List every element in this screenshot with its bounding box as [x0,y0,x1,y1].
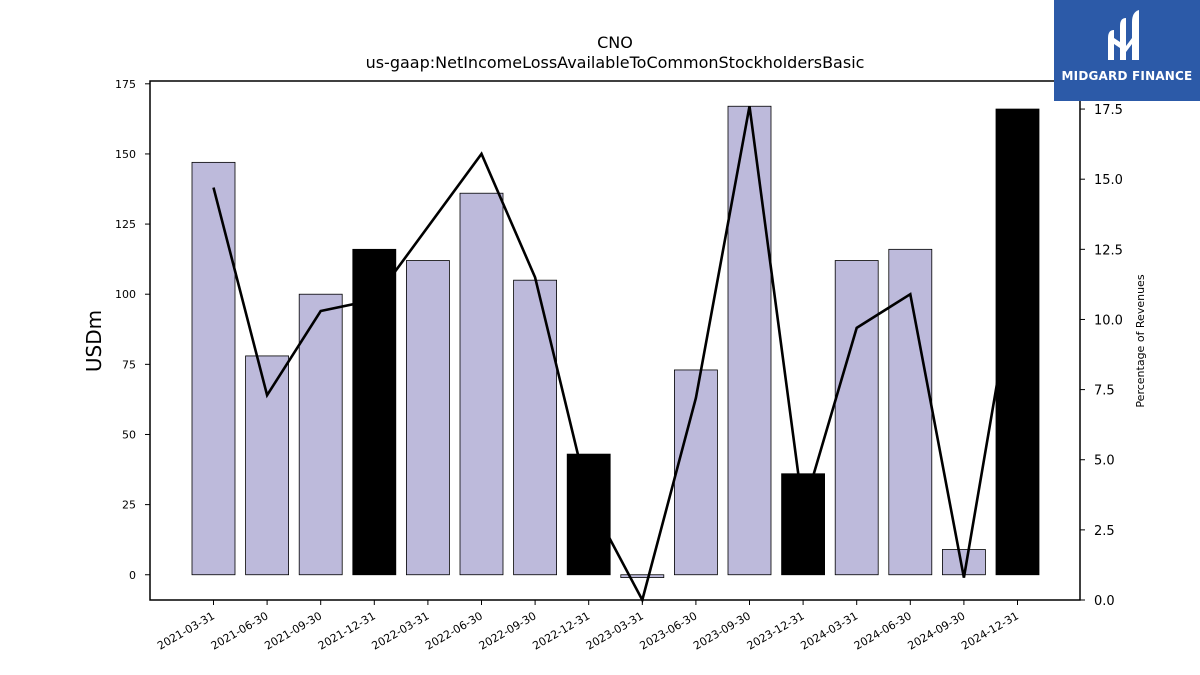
y2-tick-label: 0.0 [1094,594,1115,609]
y2-tick-label: 5.0 [1094,454,1115,469]
x-tick-label: 2023-06-30 [638,609,700,652]
y-tick-label: 125 [115,218,136,231]
y-axis-ticks: 0 25 50 75 100 125 150 175 [115,78,150,582]
y2-tick-label: 7.5 [1094,384,1115,399]
plot-frame [149,80,1081,601]
x-tick-label: 2023-09-30 [691,609,753,652]
chart-subtitle: us-gaap:NetIncomeLossAvailableToCommonSt… [366,53,865,72]
x-tick-label: 2022-03-31 [370,609,432,652]
y-tick-label: 100 [115,288,136,301]
brand-logo: MIDGARD FINANCE [1054,0,1200,101]
y2-tick-label: 2.5 [1094,524,1115,539]
bar-2023-12-31 [781,473,825,576]
y2-tick-label: 12.5 [1094,243,1123,258]
y2-tick-label: 15.0 [1094,173,1123,188]
x-tick-label: 2021-06-30 [209,609,271,652]
x-tick-label: 2021-03-31 [155,609,217,652]
y-tick-label: 75 [122,358,136,371]
bar-2023-03-31 [620,574,665,578]
bar-2021-06-30 [245,355,290,576]
x-tick-label: 2024-03-31 [798,609,860,652]
y2-tick-label: 17.5 [1094,103,1123,118]
bars-group [191,105,1040,578]
bar-2024-03-31 [834,260,879,576]
x-tick-label: 2024-12-31 [959,609,1021,652]
x-tick-label: 2024-06-30 [852,609,914,652]
bar-2021-09-30 [298,293,343,576]
bar-2022-09-30 [513,279,557,576]
bar-2022-03-31 [405,260,450,576]
y-tick-label: 50 [122,428,136,441]
y2-axis-label: Percentage of Revenues [1134,274,1147,407]
bar-2022-06-30 [459,192,504,576]
y-tick-label: 175 [115,78,136,91]
y2-tick-label: 10.0 [1094,313,1123,328]
bar-2024-12-31 [995,108,1040,576]
chart-title: CNO [597,33,633,52]
y-axis-label: USDm [82,310,106,372]
x-tick-label: 2022-12-31 [530,609,592,652]
bar-2021-03-31 [191,161,236,576]
x-tick-label: 2021-09-30 [262,609,324,652]
logo-text: MIDGARD FINANCE [1061,69,1193,83]
bar-2023-06-30 [674,369,718,576]
x-axis-ticks: 2021-03-312021-06-302021-09-302021-12-31… [155,600,1021,653]
bar-2023-09-30 [727,105,772,576]
x-tick-label: 2021-12-31 [316,609,378,652]
bar-2022-12-31 [566,453,611,576]
y2-axis-ticks: 0.0 2.5 5.0 7.5 10.0 12.5 15.0 17.5 [1080,103,1123,609]
x-tick-label: 2022-09-30 [477,609,539,652]
y-tick-label: 25 [122,499,136,512]
x-tick-label: 2023-12-31 [745,609,807,652]
logo-mark-icon [1108,10,1139,60]
x-tick-label: 2022-06-30 [423,609,485,652]
x-tick-label: 2024-09-30 [906,609,968,652]
y-tick-label: 0 [129,569,136,582]
x-tick-label: 2023-03-31 [584,609,646,652]
y-tick-label: 150 [115,148,136,161]
